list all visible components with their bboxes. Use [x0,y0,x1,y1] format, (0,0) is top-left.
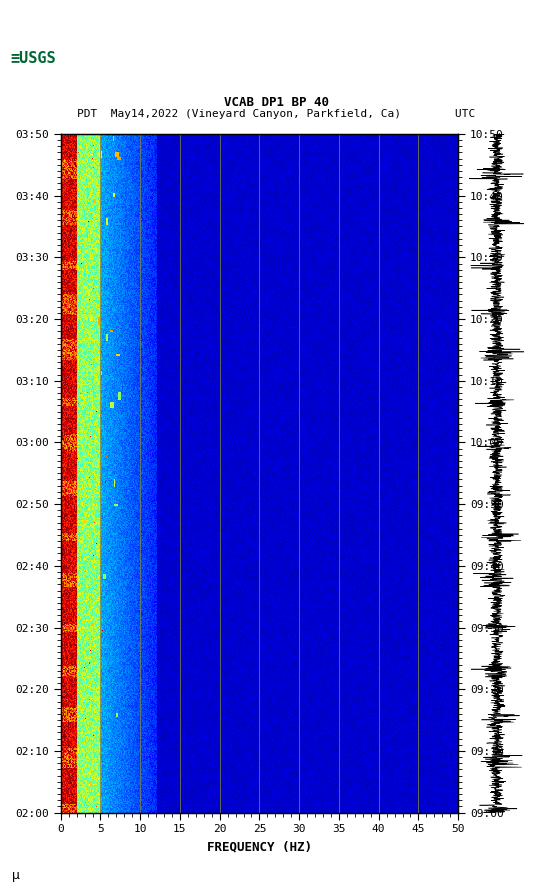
Text: $\mathregular{\mu}$: $\mathregular{\mu}$ [11,870,20,884]
X-axis label: FREQUENCY (HZ): FREQUENCY (HZ) [207,840,312,853]
Text: ≡USGS: ≡USGS [10,51,56,65]
Text: VCAB DP1 BP 40: VCAB DP1 BP 40 [224,96,328,109]
Text: PDT  May14,2022 (Vineyard Canyon, Parkfield, Ca)        UTC: PDT May14,2022 (Vineyard Canyon, Parkfie… [77,109,475,120]
